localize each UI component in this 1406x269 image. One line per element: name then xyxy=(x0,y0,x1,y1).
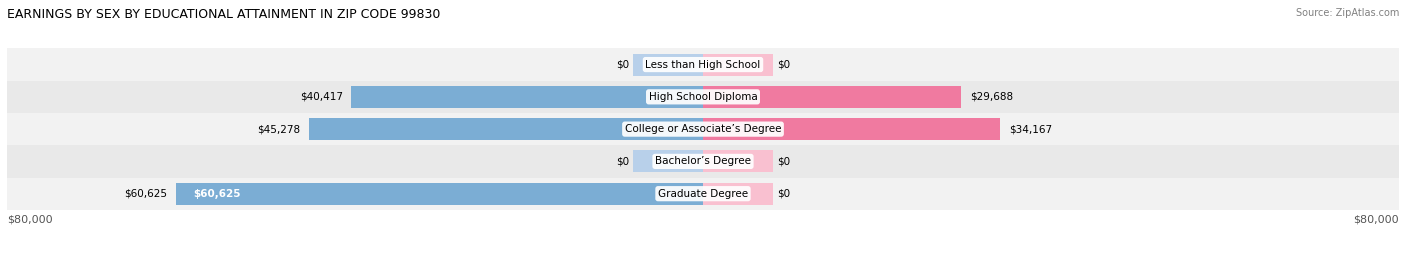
Text: $60,625: $60,625 xyxy=(124,189,167,199)
Text: $0: $0 xyxy=(778,189,790,199)
Text: $0: $0 xyxy=(616,156,628,167)
Text: $34,167: $34,167 xyxy=(1010,124,1052,134)
Text: $29,688: $29,688 xyxy=(970,92,1014,102)
Text: Bachelor’s Degree: Bachelor’s Degree xyxy=(655,156,751,167)
Text: Graduate Degree: Graduate Degree xyxy=(658,189,748,199)
Text: $0: $0 xyxy=(616,59,628,70)
Text: Less than High School: Less than High School xyxy=(645,59,761,70)
Text: $0: $0 xyxy=(778,156,790,167)
Text: $0: $0 xyxy=(778,59,790,70)
Bar xyxy=(703,54,773,76)
Bar xyxy=(7,113,1399,145)
Text: $45,278: $45,278 xyxy=(257,124,301,134)
Text: $60,625: $60,625 xyxy=(193,189,240,199)
Text: EARNINGS BY SEX BY EDUCATIONAL ATTAINMENT IN ZIP CODE 99830: EARNINGS BY SEX BY EDUCATIONAL ATTAINMEN… xyxy=(7,8,440,21)
Bar xyxy=(633,150,703,172)
Text: High School Diploma: High School Diploma xyxy=(648,92,758,102)
Bar xyxy=(352,86,703,108)
Bar xyxy=(7,145,1399,178)
Bar xyxy=(703,183,773,205)
Bar xyxy=(703,118,1000,140)
Bar xyxy=(309,118,703,140)
Bar xyxy=(7,48,1399,81)
Bar xyxy=(176,183,703,205)
Bar xyxy=(703,86,962,108)
Text: College or Associate’s Degree: College or Associate’s Degree xyxy=(624,124,782,134)
Bar xyxy=(7,81,1399,113)
Bar xyxy=(703,150,773,172)
Text: $80,000: $80,000 xyxy=(1354,215,1399,225)
Bar xyxy=(7,178,1399,210)
Text: $80,000: $80,000 xyxy=(7,215,52,225)
Bar xyxy=(633,54,703,76)
Text: $40,417: $40,417 xyxy=(299,92,343,102)
Text: Source: ZipAtlas.com: Source: ZipAtlas.com xyxy=(1295,8,1399,18)
